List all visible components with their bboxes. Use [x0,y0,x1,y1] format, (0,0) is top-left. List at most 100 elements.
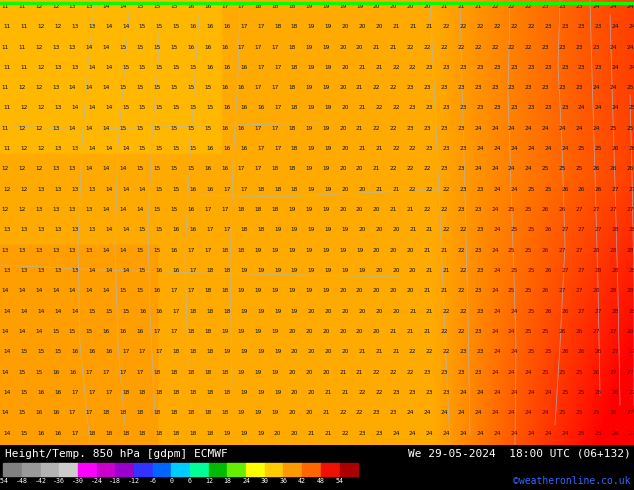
Text: 21: 21 [392,349,399,354]
Text: 18: 18 [88,431,96,436]
Bar [153,463,171,476]
Text: 13: 13 [4,227,11,232]
Text: 21: 21 [339,369,347,375]
Text: 19: 19 [307,227,315,232]
Text: 18: 18 [120,410,127,416]
Text: 13: 13 [20,227,28,232]
Text: 24: 24 [409,431,417,436]
Text: 25: 25 [576,410,583,416]
Text: 11: 11 [21,65,28,70]
Text: 19: 19 [257,431,264,436]
Text: 18: 18 [122,390,129,395]
Text: 27: 27 [578,268,585,273]
Text: 23: 23 [426,65,434,70]
Text: 25: 25 [508,207,515,212]
Text: 18: 18 [103,410,110,416]
Text: 14: 14 [103,85,110,90]
Text: 24: 24 [592,85,600,90]
Text: 23: 23 [576,85,583,90]
Text: 23: 23 [561,24,569,29]
Text: 20: 20 [291,390,299,395]
Text: -54: -54 [0,478,9,484]
Text: 27: 27 [626,369,634,375]
Text: 22: 22 [443,187,450,192]
Text: 22: 22 [443,24,450,29]
Text: 24: 24 [493,431,501,436]
Text: 13: 13 [55,187,61,192]
Text: 23: 23 [508,85,515,90]
Text: 22: 22 [457,329,465,334]
Text: 23: 23 [559,45,566,49]
Text: 19: 19 [306,289,313,294]
Text: 6: 6 [188,478,192,484]
Text: 18: 18 [187,410,195,416]
Text: 21: 21 [325,390,332,395]
Text: 20: 20 [373,248,380,253]
Text: 18: 18 [187,329,195,334]
Text: 24: 24 [629,65,634,70]
Text: 24: 24 [544,431,552,436]
Text: 22: 22 [460,309,467,314]
Text: 15: 15 [20,349,28,354]
Text: 23: 23 [424,85,431,90]
Text: 25: 25 [527,187,535,192]
Text: 27: 27 [629,349,634,354]
Text: 23: 23 [474,248,482,253]
Text: 26: 26 [595,390,602,395]
Text: 15: 15 [153,45,160,49]
Text: 24: 24 [561,146,569,151]
Text: 15: 15 [156,187,163,192]
Text: 20: 20 [339,45,347,49]
Bar [96,463,115,476]
Text: 16: 16 [55,390,61,395]
Text: 25: 25 [578,146,585,151]
Text: 14: 14 [122,187,129,192]
Text: 22: 22 [527,24,535,29]
Text: 26: 26 [561,187,569,192]
Text: 24: 24 [493,309,501,314]
Text: 19: 19 [238,289,245,294]
Text: 18: 18 [171,369,178,375]
Text: 28: 28 [626,248,634,253]
Text: 12: 12 [55,24,61,29]
Text: 19: 19 [271,369,279,375]
Text: 13: 13 [86,248,93,253]
Text: 18: 18 [223,309,231,314]
Text: 20: 20 [339,126,347,131]
Text: 26: 26 [593,369,600,375]
Text: 24: 24 [592,4,600,9]
Text: 15: 15 [105,309,112,314]
Text: 19: 19 [358,268,366,273]
Text: 23: 23 [373,410,380,416]
Text: 15: 15 [122,309,129,314]
Text: 19: 19 [255,410,262,416]
Text: 27: 27 [629,431,634,436]
Text: 13: 13 [55,146,61,151]
Text: 23: 23 [457,369,465,375]
Text: 24: 24 [525,369,533,375]
Text: 19: 19 [307,24,315,29]
Text: 24: 24 [612,105,619,111]
Text: 22: 22 [409,65,417,70]
Text: 16: 16 [207,24,214,29]
Text: 21: 21 [441,248,448,253]
Text: 22: 22 [426,349,434,354]
Text: 21: 21 [356,369,363,375]
Text: 16: 16 [223,24,231,29]
Text: 24: 24 [629,24,634,29]
Text: 19: 19 [306,248,313,253]
Text: 17: 17 [257,146,264,151]
Text: 17: 17 [223,187,231,192]
Text: 20: 20 [342,24,349,29]
Text: 22: 22 [406,167,414,172]
Text: 22: 22 [392,105,399,111]
Text: 14: 14 [55,309,61,314]
Text: 16: 16 [72,349,79,354]
Text: 26: 26 [609,167,617,172]
Text: 11: 11 [4,146,11,151]
Text: 22: 22 [373,85,380,90]
Text: 16: 16 [52,410,60,416]
Text: 26: 26 [561,349,569,354]
Text: 23: 23 [457,207,465,212]
Text: 24: 24 [493,227,501,232]
